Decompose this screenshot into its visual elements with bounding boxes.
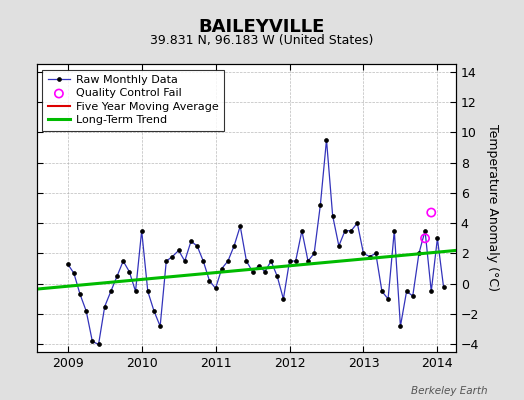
Raw Monthly Data	[64, 262, 71, 266]
Raw Monthly Data	[440, 284, 446, 289]
Legend: Raw Monthly Data, Quality Control Fail, Five Year Moving Average, Long-Term Tren: Raw Monthly Data, Quality Control Fail, …	[42, 70, 224, 131]
Quality Control Fail	[421, 235, 429, 242]
Y-axis label: Temperature Anomaly (°C): Temperature Anomaly (°C)	[486, 124, 498, 292]
Line: Raw Monthly Data: Raw Monthly Data	[66, 138, 445, 346]
Text: BAILEYVILLE: BAILEYVILLE	[199, 18, 325, 36]
Raw Monthly Data	[299, 228, 305, 233]
Quality Control Fail	[427, 209, 435, 216]
Raw Monthly Data	[169, 254, 176, 259]
Raw Monthly Data	[323, 137, 330, 142]
Raw Monthly Data	[256, 263, 262, 268]
Raw Monthly Data	[102, 304, 108, 309]
Raw Monthly Data	[145, 289, 151, 294]
Text: 39.831 N, 96.183 W (United States): 39.831 N, 96.183 W (United States)	[150, 34, 374, 47]
Raw Monthly Data	[403, 289, 410, 294]
Raw Monthly Data	[95, 342, 102, 347]
Text: Berkeley Earth: Berkeley Earth	[411, 386, 487, 396]
